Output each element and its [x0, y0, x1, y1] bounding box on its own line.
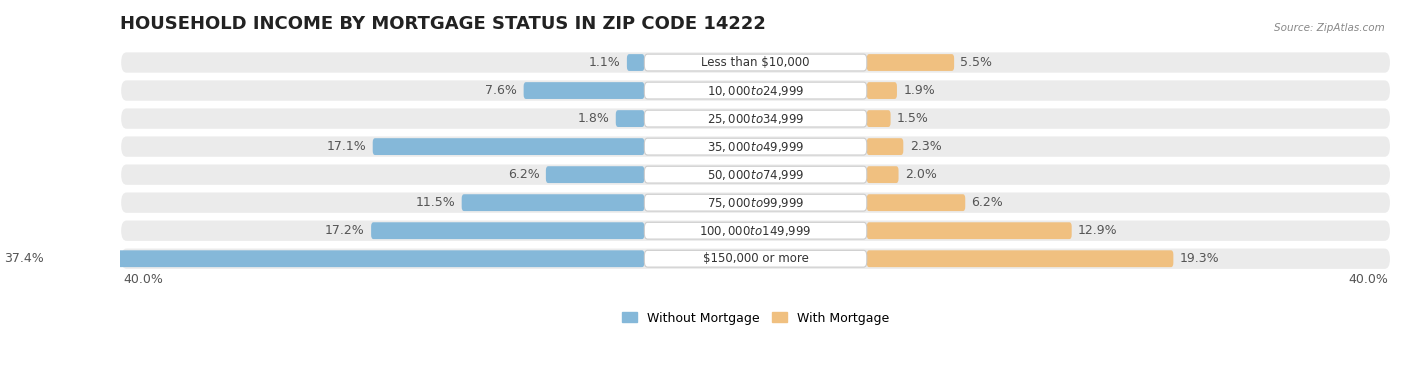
- FancyBboxPatch shape: [616, 110, 644, 127]
- FancyBboxPatch shape: [546, 166, 644, 183]
- FancyBboxPatch shape: [523, 82, 644, 99]
- Text: 40.0%: 40.0%: [124, 273, 163, 286]
- FancyBboxPatch shape: [120, 163, 1391, 186]
- FancyBboxPatch shape: [644, 222, 866, 239]
- FancyBboxPatch shape: [51, 250, 644, 267]
- Text: $25,000 to $34,999: $25,000 to $34,999: [707, 112, 804, 125]
- FancyBboxPatch shape: [866, 82, 897, 99]
- FancyBboxPatch shape: [866, 54, 955, 71]
- Text: Source: ZipAtlas.com: Source: ZipAtlas.com: [1274, 23, 1385, 33]
- Text: 1.9%: 1.9%: [903, 84, 935, 97]
- Text: 17.2%: 17.2%: [325, 224, 364, 237]
- Text: 1.1%: 1.1%: [589, 56, 620, 69]
- FancyBboxPatch shape: [866, 110, 890, 127]
- Text: Less than $10,000: Less than $10,000: [702, 56, 810, 69]
- Text: $10,000 to $24,999: $10,000 to $24,999: [707, 84, 804, 98]
- FancyBboxPatch shape: [866, 250, 1174, 267]
- FancyBboxPatch shape: [866, 138, 903, 155]
- Text: 2.3%: 2.3%: [910, 140, 942, 153]
- FancyBboxPatch shape: [120, 107, 1391, 130]
- FancyBboxPatch shape: [644, 110, 866, 127]
- Text: 5.5%: 5.5%: [960, 56, 993, 69]
- Text: 11.5%: 11.5%: [416, 196, 456, 209]
- FancyBboxPatch shape: [120, 248, 1391, 270]
- Text: $150,000 or more: $150,000 or more: [703, 252, 808, 265]
- FancyBboxPatch shape: [644, 54, 866, 71]
- FancyBboxPatch shape: [371, 222, 644, 239]
- FancyBboxPatch shape: [644, 194, 866, 211]
- Text: 7.6%: 7.6%: [485, 84, 517, 97]
- FancyBboxPatch shape: [644, 166, 866, 183]
- Text: 2.0%: 2.0%: [905, 168, 936, 181]
- Text: HOUSEHOLD INCOME BY MORTGAGE STATUS IN ZIP CODE 14222: HOUSEHOLD INCOME BY MORTGAGE STATUS IN Z…: [120, 15, 766, 33]
- FancyBboxPatch shape: [644, 138, 866, 155]
- FancyBboxPatch shape: [120, 220, 1391, 242]
- FancyBboxPatch shape: [120, 191, 1391, 214]
- FancyBboxPatch shape: [627, 54, 644, 71]
- FancyBboxPatch shape: [461, 194, 644, 211]
- FancyBboxPatch shape: [866, 194, 966, 211]
- Text: $50,000 to $74,999: $50,000 to $74,999: [707, 167, 804, 182]
- Text: 1.5%: 1.5%: [897, 112, 929, 125]
- Legend: Without Mortgage, With Mortgage: Without Mortgage, With Mortgage: [617, 307, 894, 330]
- Text: 1.8%: 1.8%: [578, 112, 609, 125]
- FancyBboxPatch shape: [373, 138, 644, 155]
- Text: 37.4%: 37.4%: [4, 252, 44, 265]
- Text: 19.3%: 19.3%: [1180, 252, 1219, 265]
- Text: $35,000 to $49,999: $35,000 to $49,999: [707, 139, 804, 153]
- Text: 6.2%: 6.2%: [508, 168, 540, 181]
- Text: $75,000 to $99,999: $75,000 to $99,999: [707, 196, 804, 210]
- FancyBboxPatch shape: [866, 166, 898, 183]
- FancyBboxPatch shape: [120, 51, 1391, 74]
- Text: 40.0%: 40.0%: [1348, 273, 1388, 286]
- Text: $100,000 to $149,999: $100,000 to $149,999: [699, 224, 811, 238]
- Text: 17.1%: 17.1%: [326, 140, 367, 153]
- Text: 6.2%: 6.2%: [972, 196, 1004, 209]
- FancyBboxPatch shape: [644, 82, 866, 99]
- FancyBboxPatch shape: [120, 79, 1391, 102]
- FancyBboxPatch shape: [866, 222, 1071, 239]
- FancyBboxPatch shape: [120, 135, 1391, 158]
- Text: 12.9%: 12.9%: [1078, 224, 1118, 237]
- FancyBboxPatch shape: [644, 250, 866, 267]
